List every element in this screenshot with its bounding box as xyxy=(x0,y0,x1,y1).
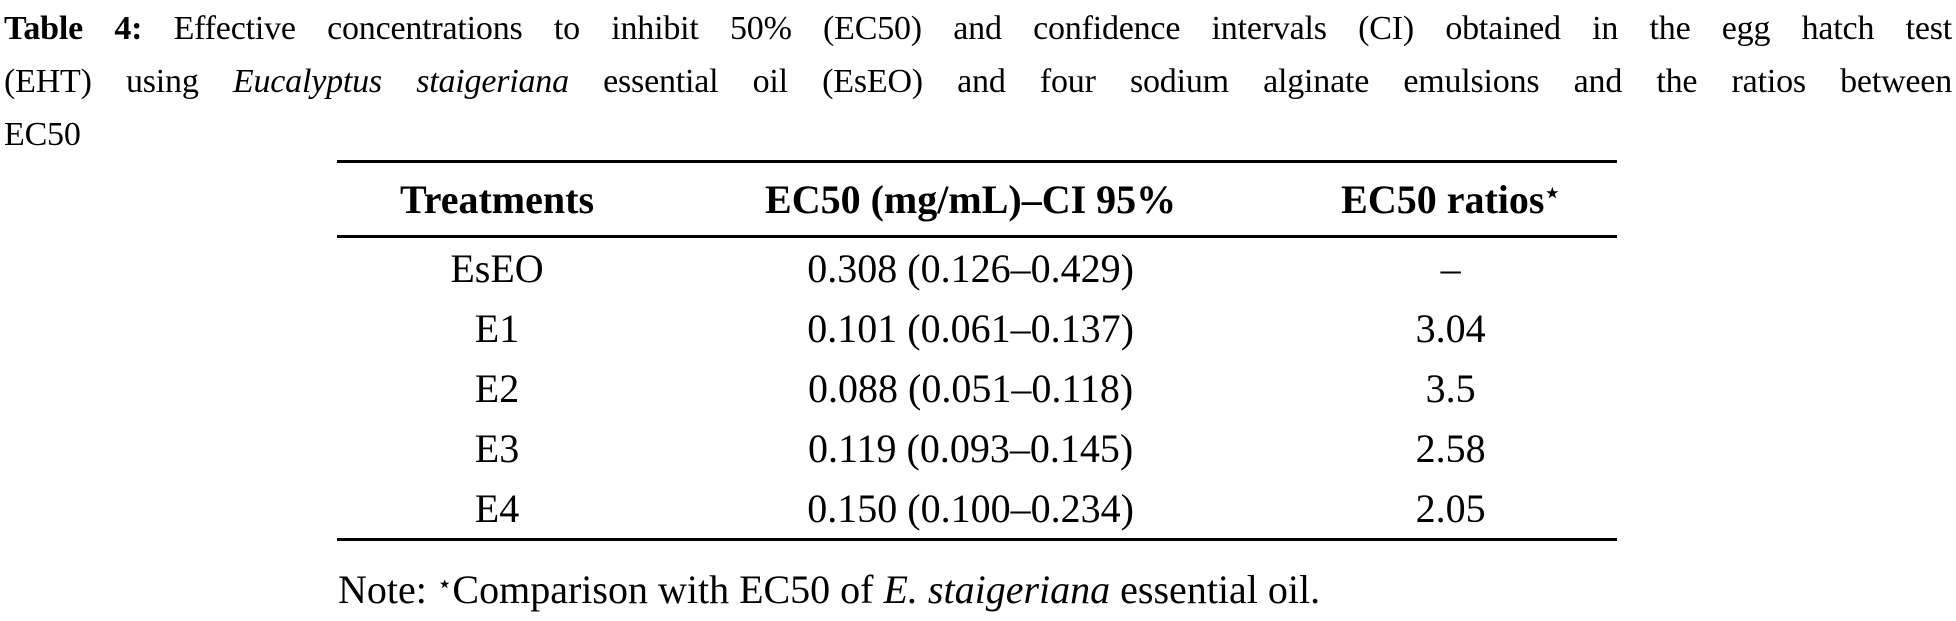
caption-line-3: EC50 xyxy=(4,108,1952,161)
table-body: EsEO 0.308 (0.126–0.429) – E1 0.101 (0.0… xyxy=(337,238,1617,538)
table-row: E4 0.150 (0.100–0.234) 2.05 xyxy=(337,478,1617,538)
table-caption: Table 4: Effective concentrations to inh… xyxy=(4,2,1952,161)
text-segment: ⋆ xyxy=(436,570,453,598)
text-segment: Eucalyptus staigeriana xyxy=(232,63,569,100)
cell-ec50-ci: 0.308 (0.126–0.429) xyxy=(807,245,1134,291)
cell-treatment: EsEO xyxy=(450,245,544,291)
header-star-superscript: ⋆ xyxy=(1544,180,1561,208)
cell-ratio: – xyxy=(1440,245,1461,291)
cell-ratio: 3.5 xyxy=(1425,365,1476,411)
table-row: E1 0.101 (0.061–0.137) 3.04 xyxy=(337,298,1617,358)
ec50-table: Treatments EC50 (mg/mL)–CI 95% EC50 rati… xyxy=(337,160,1617,541)
cell-treatment: E1 xyxy=(474,305,520,351)
cell-ec50-ci: 0.150 (0.100–0.234) xyxy=(807,485,1134,531)
text-segment: Effective concentrations to inhibit 50% … xyxy=(142,10,1952,47)
cell-ec50-ci: 0.101 (0.061–0.137) xyxy=(807,305,1134,351)
table-top-rule xyxy=(337,160,1617,163)
header-cell-ec50-ratios: EC50 ratios⋆ xyxy=(1284,176,1617,223)
table-row: EsEO 0.308 (0.126–0.429) – xyxy=(337,238,1617,298)
table-note: Note: ⋆Comparison with EC50 of E. staige… xyxy=(338,568,1320,612)
text-segment: E. staigeriana xyxy=(883,567,1111,612)
caption-line-2: (EHT) using Eucalyptus staigeriana essen… xyxy=(4,55,1952,108)
header-cell-treatments: Treatments xyxy=(399,176,595,222)
cell-treatment: E3 xyxy=(474,425,520,471)
table-row: E3 0.119 (0.093–0.145) 2.58 xyxy=(337,418,1617,478)
text-segment: Note: xyxy=(338,567,437,612)
cell-treatment: E2 xyxy=(474,365,520,411)
cell-ratio: 2.58 xyxy=(1415,425,1486,471)
table-bottom-rule xyxy=(337,538,1617,541)
caption-line-1: Table 4: Effective concentrations to inh… xyxy=(4,2,1952,55)
text-segment: (EHT) using xyxy=(4,63,233,100)
cell-ratio: 3.04 xyxy=(1415,305,1486,351)
text-segment: EC50 xyxy=(4,116,81,153)
cell-treatment: E4 xyxy=(474,485,520,531)
header-ratios-label: EC50 ratios xyxy=(1341,176,1545,222)
cell-ec50-ci: 0.119 (0.093–0.145) xyxy=(808,425,1134,471)
table-header-rule xyxy=(337,235,1617,238)
table-row: E2 0.088 (0.051–0.118) 3.5 xyxy=(337,358,1617,418)
table-header-row: Treatments EC50 (mg/mL)–CI 95% EC50 rati… xyxy=(337,163,1617,235)
cell-ratio: 2.05 xyxy=(1415,485,1486,531)
text-segment: Table 4: xyxy=(4,10,143,47)
text-segment: essential oil (EsEO) and four sodium alg… xyxy=(568,63,1952,100)
text-segment: Comparison with EC50 of xyxy=(452,567,884,612)
header-cell-ec50-ci: EC50 (mg/mL)–CI 95% xyxy=(765,176,1177,222)
text-segment: essential oil. xyxy=(1110,567,1321,612)
cell-ec50-ci: 0.088 (0.051–0.118) xyxy=(808,365,1134,411)
